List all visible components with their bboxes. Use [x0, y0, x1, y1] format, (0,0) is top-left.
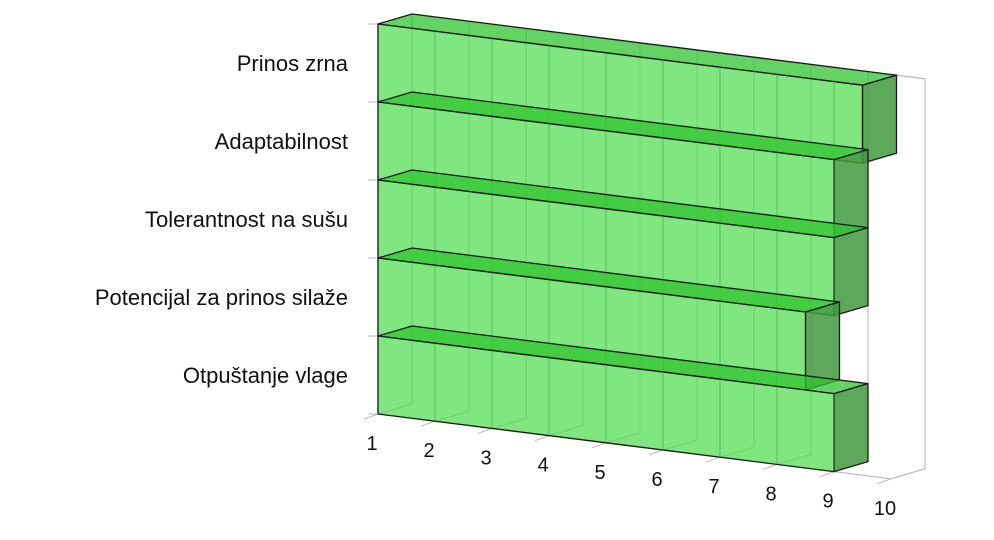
x-tick-mark — [420, 420, 436, 427]
floor-gridline — [890, 468, 926, 480]
x-tick-mark — [591, 442, 607, 449]
x-tick-mark — [363, 413, 379, 420]
bar — [377, 169, 869, 317]
x-tick-label: 2 — [423, 440, 434, 462]
x-tick-mark — [477, 427, 493, 434]
x-tick-mark — [534, 435, 550, 442]
bars — [377, 13, 898, 473]
category-label: Prinos zrna — [237, 51, 349, 76]
x-tick-label: 4 — [537, 455, 548, 477]
x-tick-label: 10 — [874, 498, 896, 520]
bar — [377, 13, 898, 164]
category-label: Otpuštanje vlage — [183, 363, 348, 388]
bar-end-face — [833, 382, 869, 473]
x-tick-label: 5 — [594, 462, 605, 484]
x-tick-mark — [705, 456, 721, 463]
x-tick-mark — [762, 463, 778, 470]
x-tick-label: 9 — [822, 491, 833, 513]
x-tick-labels: 1 2 3 4 5 6 7 8 9 10 — [366, 433, 896, 520]
bar — [377, 325, 869, 473]
x-tick-mark — [648, 449, 664, 456]
category-label: Potencijal za prinos silaže — [95, 285, 348, 310]
x-tick-label: 7 — [708, 476, 719, 498]
x-tick-label: 6 — [651, 469, 662, 491]
x-tick-label: 8 — [765, 483, 776, 505]
category-label: Adaptabilnost — [215, 129, 348, 154]
x-tick-mark — [876, 478, 892, 485]
category-labels: Prinos zrna Adaptabilnost Tolerantnost na … — [95, 51, 349, 388]
category-label: Tolerantnost na sušu — [145, 207, 348, 232]
bar — [377, 91, 869, 239]
x-tick-label: 3 — [480, 447, 491, 469]
x-tick-label: 1 — [366, 433, 377, 455]
x-tick-mark — [819, 471, 835, 478]
bar — [377, 247, 841, 391]
